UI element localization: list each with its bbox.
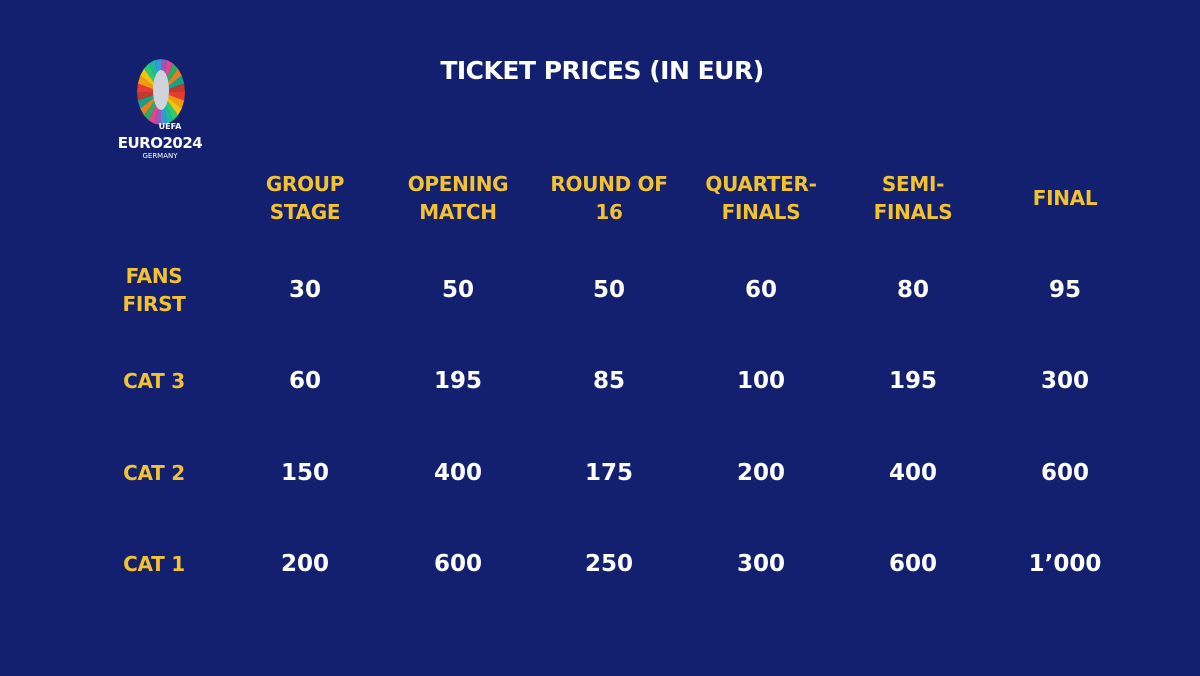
column-header-line: FINALS [873, 200, 953, 224]
row-label-line: FANS [125, 264, 183, 288]
column-header-line: FINALS [721, 200, 801, 224]
column-header-line: MATCH [419, 200, 497, 224]
price-cell: 200 [736, 460, 786, 486]
column-header-line: 16 [595, 200, 623, 224]
price-cell: 60 [744, 277, 778, 303]
euro2024-logo: UEFA EURO2024 GERMANY [112, 56, 228, 176]
logo-uefa: UEFA [158, 122, 182, 131]
price-cell: 300 [1040, 368, 1090, 394]
column-header-line: GROUP [265, 172, 345, 196]
price-cell: 400 [433, 460, 483, 486]
row-label-line: FIRST [122, 292, 186, 316]
row-label-line: CAT 2 [123, 461, 185, 485]
price-cell: 195 [433, 368, 483, 394]
price-cell: 600 [433, 551, 483, 577]
column-header-line: FINAL [1032, 186, 1098, 210]
column-header-line: QUARTER- [705, 172, 817, 196]
price-cell: 85 [592, 368, 626, 394]
page-title: TICKET PRICES (IN EUR) [440, 56, 764, 85]
trophy-logo-icon [137, 59, 185, 125]
price-cell: 200 [280, 551, 330, 577]
price-cell: 300 [736, 551, 786, 577]
column-header-line: SEMI- [881, 172, 945, 196]
price-cell: 30 [288, 277, 322, 303]
column-header: SEMI- FINALS [874, 170, 953, 226]
price-cell: 600 [1040, 460, 1090, 486]
price-cell: 60 [288, 368, 322, 394]
row-label-line: CAT 1 [123, 552, 185, 576]
column-header-line: ROUND OF [550, 172, 668, 196]
price-cell: 1’000 [1028, 551, 1102, 577]
price-cell: 50 [592, 277, 626, 303]
column-header: QUARTER- FINALS [705, 170, 817, 226]
price-cell: 250 [584, 551, 634, 577]
price-cell: 150 [280, 460, 330, 486]
column-header-line: STAGE [269, 200, 341, 224]
column-header: GROUP STAGE [265, 170, 345, 226]
price-cell: 195 [888, 368, 938, 394]
column-header: OPENING MATCH [408, 170, 509, 226]
logo-euro2024: EURO2024 [117, 134, 203, 152]
row-label-line: CAT 3 [123, 369, 185, 393]
price-cell: 50 [441, 277, 475, 303]
price-cell: 400 [888, 460, 938, 486]
price-cell: 80 [896, 277, 930, 303]
column-header-line: OPENING [407, 172, 509, 196]
row-label: CAT 1 [123, 550, 185, 578]
column-header: ROUND OF 16 [550, 170, 668, 226]
price-cell: 100 [736, 368, 786, 394]
row-label: CAT 2 [123, 459, 185, 487]
row-label: FANS FIRST [122, 262, 185, 318]
row-label: CAT 3 [123, 367, 185, 395]
price-cell: 175 [584, 460, 634, 486]
price-cell: 600 [888, 551, 938, 577]
price-cell: 95 [1048, 277, 1082, 303]
column-header: FINAL [1033, 184, 1098, 212]
logo-germany: GERMANY [142, 152, 178, 160]
